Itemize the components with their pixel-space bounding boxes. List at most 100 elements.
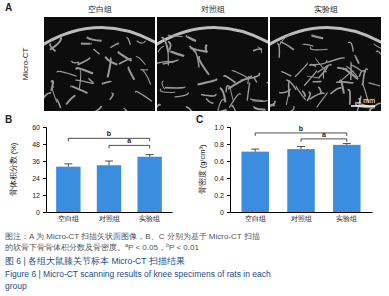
trabecula [110,93,113,99]
trabecula [165,87,185,88]
y-tick-mark [227,212,230,213]
y-tick: 48 [32,141,46,148]
figure-title-en: Figure 6 | Micro-CT scanning results of … [5,269,271,279]
trabecula [279,35,291,45]
y-tick-mark [227,161,230,162]
x-tick-label: 对照组 [291,215,312,223]
caption-text: 的软骨下骨骨体积分数及骨密度。 [5,243,125,252]
bar [241,152,268,212]
caption-line: 图注：A 为 Micro-CT 扫描矢状面图像，B、C 分别为基于 Micro-… [5,232,260,241]
trabecula [224,76,235,83]
error-cap [343,143,351,144]
trabecula [250,99,263,101]
trabecula [330,88,341,94]
x-axis-line [231,212,373,213]
cortical-bone [157,27,268,47]
error-cap [251,149,259,150]
caption-line: 的软骨下骨骨体积分数及骨密度。aP < 0.05，bP < 0.01 [5,242,199,252]
trabecula [282,72,292,76]
error-bar [343,144,351,145]
panel-label: A [5,2,12,13]
trabecula [286,89,290,105]
trabecula [270,105,275,108]
trabecula [302,91,305,97]
figure: AMicro-CT空白组对照组实验组1 mmB01224364860空白组对照组… [0,0,389,296]
trabecula [327,58,344,62]
caption-text: P < 0.05， [128,243,166,252]
trabecula [258,47,262,54]
y-tick: 24 [32,175,46,182]
x-tick-label: 实验组 [139,215,160,222]
trabecula [232,71,249,79]
y-tick-mark [227,127,230,128]
y-tick-mark [43,144,46,145]
trabecula [229,94,240,108]
trabecula [160,89,175,93]
trabecula [304,71,317,86]
trabecula [168,35,183,37]
trabecula [136,57,145,65]
trabecula [211,110,227,111]
caption-text: P < 0.01 [169,243,199,252]
bar [56,167,80,212]
y-tick-label: 60 [32,124,40,131]
trabecula [376,51,381,64]
trabecula [76,68,93,73]
trabecula [198,79,217,84]
trabecula [163,60,179,64]
trabecula [169,51,184,56]
trabecula [279,106,295,111]
trabecula [228,81,241,89]
trabecula [226,86,230,92]
bar [97,165,121,212]
x-tick-label: 实验组 [336,215,357,222]
bar [137,157,161,212]
caption-text: 图注：A 为 Micro-CT 扫描矢状面图像，B、C 分别为基于 Micro-… [5,232,260,241]
y-axis-line [227,128,231,213]
trabecula [295,63,307,77]
x-tick: 实验组 [336,212,357,222]
y-tick-label: 24 [32,175,40,182]
error-cap [146,154,154,155]
trabecula [143,70,151,84]
x-tick-label: 空白组 [58,215,79,222]
trabecula [241,73,260,80]
trabecula [218,100,225,111]
trabecula [310,65,316,67]
ct-image [39,17,160,116]
x-axis: 空白组对照组实验组 [231,212,373,223]
figure-title-en: group [5,281,27,291]
trabecula [190,46,207,52]
trabecula [348,90,350,105]
trabecula [252,100,267,102]
trabecula [118,52,131,61]
y-axis: 00.20.40.60.81.0 [214,124,230,216]
trabecula [158,46,164,52]
significance-label: a [322,131,326,138]
trabecula [230,87,233,102]
trabecula [351,65,361,71]
trabecula [341,71,354,81]
trabecula [168,42,171,50]
trabecula [128,68,134,80]
trabecula [175,93,189,97]
trabecula [90,107,101,111]
trabecula [126,38,130,45]
y-axis-title: 骨密度 (g/cm³) [198,144,207,194]
figure-title-zh: 图 6 | 各组大鼠膝关节标本 Micro-CT 扫描结果 [5,256,185,266]
plot-area [241,144,360,212]
trabecula [110,43,118,48]
ct-background [44,17,155,111]
trabecula [187,36,196,41]
ct-image [149,17,283,122]
x-tick: 空白组 [58,212,79,222]
panel-label: C [196,114,203,125]
scale-bar [351,105,375,107]
column-label: 空白组 [88,5,112,14]
error-bar [251,149,259,152]
y-tick-mark [227,178,230,179]
y-tick: 0 [220,209,230,216]
column-label: 实验组 [314,5,338,14]
error-bar [64,164,72,167]
trabecula [56,99,60,108]
